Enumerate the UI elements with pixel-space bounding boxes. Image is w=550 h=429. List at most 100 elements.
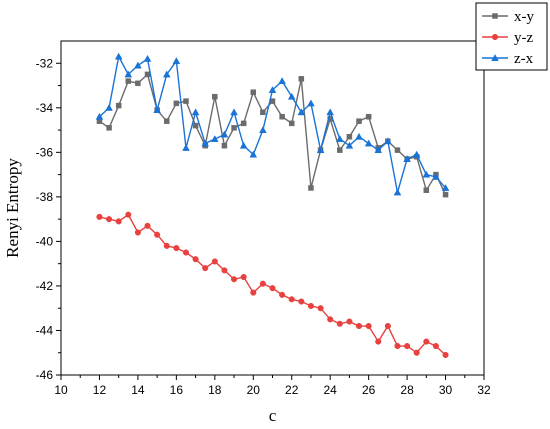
y-tick-label: -42 xyxy=(36,279,54,293)
data-point xyxy=(307,302,315,310)
data-point xyxy=(432,172,440,180)
data-point xyxy=(278,77,286,85)
data-point xyxy=(394,147,401,153)
data-point xyxy=(250,89,257,95)
data-point xyxy=(374,146,383,154)
data-point xyxy=(202,265,209,272)
data-point xyxy=(269,285,276,292)
data-point xyxy=(355,132,363,140)
data-point xyxy=(250,289,257,296)
axes: 10 12 14 16 18 20 22 24 26 28 30 32 -46 -44 -42 -40 -38 -… xyxy=(36,40,491,397)
x-tick-label: 20 xyxy=(247,383,261,397)
data-point xyxy=(191,108,200,116)
series-line xyxy=(99,213,447,356)
data-point xyxy=(182,249,190,256)
data-point xyxy=(221,142,228,149)
data-point xyxy=(441,184,450,191)
data-point xyxy=(201,139,210,147)
y-tick-label: -32 xyxy=(36,56,54,70)
data-point xyxy=(106,125,112,131)
data-point xyxy=(125,78,132,84)
legend-marker xyxy=(491,54,499,61)
data-point xyxy=(106,216,113,223)
legend-label: z-x xyxy=(514,51,534,67)
data-point xyxy=(355,322,363,330)
data-point xyxy=(423,187,430,193)
data-point xyxy=(423,338,430,345)
data-point xyxy=(384,137,392,145)
legend-marker xyxy=(492,13,498,19)
legend-label: y-z xyxy=(514,30,533,46)
data-point xyxy=(114,52,123,60)
data-point xyxy=(173,100,180,107)
data-point xyxy=(134,229,141,236)
legend-label: x-y xyxy=(514,9,534,25)
data-point xyxy=(153,106,161,113)
data-point xyxy=(345,141,354,149)
x-axis-title: c xyxy=(269,406,277,425)
data-point xyxy=(192,122,199,129)
legend-item: x-y xyxy=(482,9,534,25)
x-tick-label: 18 xyxy=(208,383,222,397)
data-point xyxy=(125,211,132,218)
data-point xyxy=(154,231,161,238)
data-point xyxy=(279,291,286,298)
legend-marker xyxy=(491,33,499,41)
data-point xyxy=(134,61,142,69)
data-point xyxy=(327,316,334,323)
data-point xyxy=(326,108,335,116)
y-axis-title: Renyi Entropy xyxy=(3,158,22,258)
data-point xyxy=(288,296,295,303)
data-point xyxy=(335,135,344,142)
data-point xyxy=(442,351,449,359)
data-point xyxy=(412,150,421,158)
legend-item: z-x xyxy=(482,51,534,67)
series-line xyxy=(98,54,447,193)
data-point xyxy=(144,222,151,229)
data-point xyxy=(164,118,170,124)
y-tick-label: -44 xyxy=(36,323,54,337)
data-point xyxy=(240,273,247,281)
data-point xyxy=(384,322,391,330)
data-point xyxy=(403,155,411,162)
data-point xyxy=(124,70,133,78)
x-tick-label: 24 xyxy=(324,383,338,397)
y-tick-label: -46 xyxy=(36,368,54,382)
data-point xyxy=(442,191,449,198)
data-point xyxy=(220,130,229,138)
data-point xyxy=(298,298,305,305)
y-tick-label: -40 xyxy=(36,234,54,248)
data-point xyxy=(172,57,181,65)
data-point xyxy=(422,170,431,178)
legend: x-y y-z z-x xyxy=(475,2,548,71)
data-point xyxy=(279,113,285,120)
data-point xyxy=(144,71,151,78)
y-tick-label: -38 xyxy=(36,190,54,204)
data-point xyxy=(308,185,314,191)
data-point xyxy=(337,147,343,153)
series-z-x xyxy=(95,52,450,196)
x-tick-label: 14 xyxy=(131,383,145,397)
data-point xyxy=(307,99,315,107)
data-point xyxy=(287,92,296,100)
data-point xyxy=(288,120,295,127)
data-point xyxy=(221,267,228,274)
data-point xyxy=(346,318,353,325)
data-point xyxy=(143,54,152,62)
data-point xyxy=(259,126,267,134)
data-point xyxy=(212,93,218,100)
data-point xyxy=(364,139,373,147)
data-point xyxy=(173,245,180,252)
data-point xyxy=(365,113,372,120)
data-point xyxy=(230,276,238,283)
data-point xyxy=(432,343,439,350)
data-point xyxy=(298,76,305,82)
data-point xyxy=(394,343,401,350)
data-point xyxy=(393,188,402,196)
data-point xyxy=(413,349,420,356)
data-point xyxy=(346,133,353,140)
data-point xyxy=(249,150,258,158)
data-point xyxy=(230,108,238,116)
data-point xyxy=(240,120,247,127)
